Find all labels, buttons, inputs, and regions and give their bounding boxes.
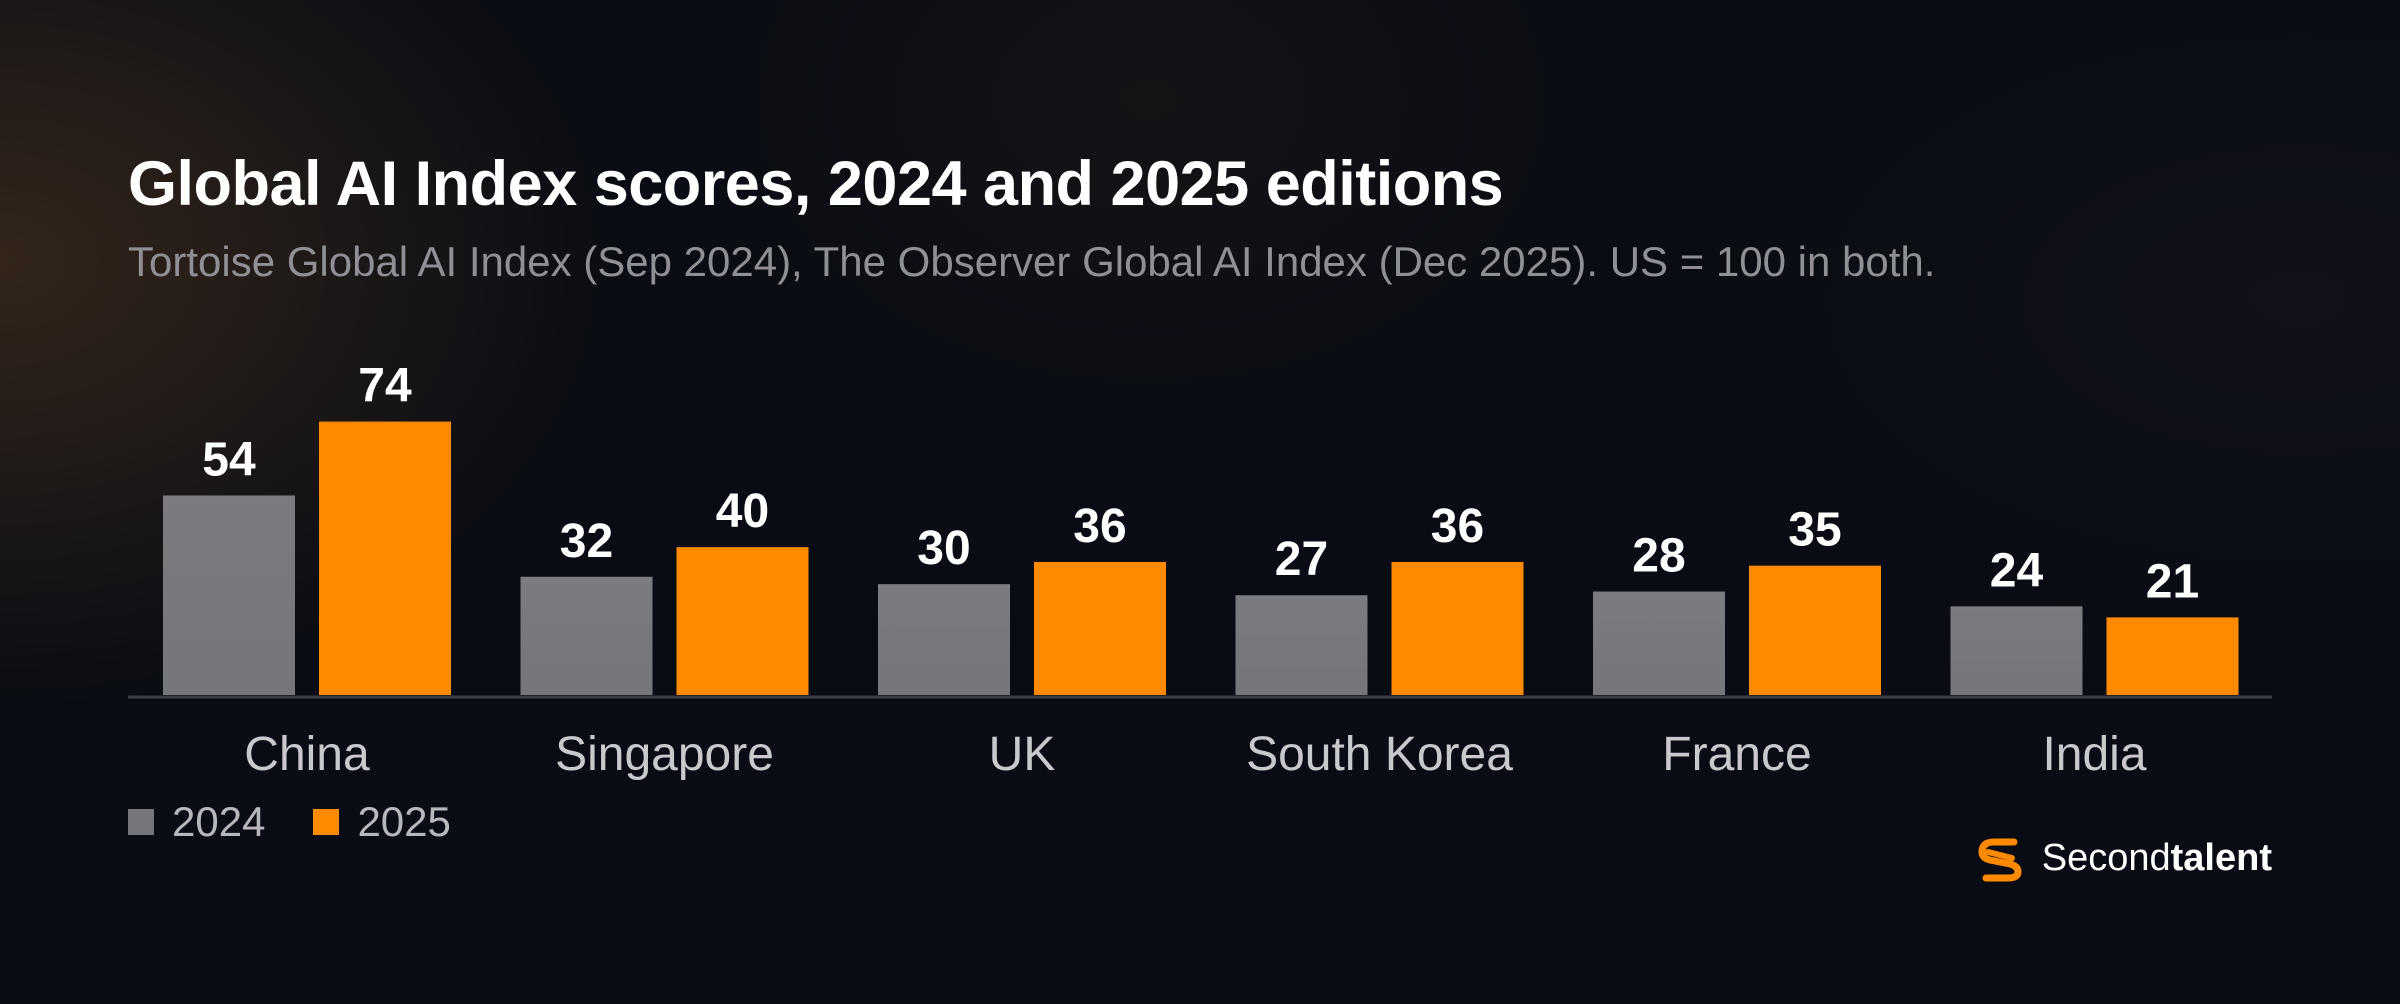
data-label-india-2025: 21 bbox=[2146, 555, 2199, 608]
brand-logo: Secondtalent bbox=[1974, 832, 2272, 884]
bar-south-korea-2024 bbox=[1235, 595, 1368, 695]
legend-item-2025: 2025 bbox=[313, 798, 451, 846]
bar-france-2024 bbox=[1593, 591, 1725, 695]
data-label-china-2025: 74 bbox=[358, 360, 412, 413]
brand-name-light: Second bbox=[2041, 836, 2171, 879]
legend: 2024 2025 bbox=[128, 798, 451, 846]
bar-south-korea-2025 bbox=[1391, 561, 1524, 695]
chart-subtitle: Tortoise Global AI Index (Sep 2024), The… bbox=[128, 238, 1936, 285]
data-label-france-2025: 35 bbox=[1788, 504, 1841, 557]
category-label-singapore: Singapore bbox=[555, 728, 774, 781]
secondtalent-logo-icon bbox=[1978, 838, 2022, 882]
data-label-uk-2025: 36 bbox=[1073, 500, 1126, 553]
bar-uk-2024 bbox=[878, 584, 1010, 695]
category-label-china: China bbox=[244, 728, 370, 781]
category-label-uk: UK bbox=[989, 728, 1056, 781]
brand-name-bold: talent bbox=[2170, 836, 2272, 879]
category-label-south-korea: South Korea bbox=[1246, 728, 1513, 781]
data-label-south-korea-2025: 36 bbox=[1431, 500, 1484, 553]
bar-singapore-2025 bbox=[676, 547, 809, 695]
data-label-china-2024: 54 bbox=[202, 433, 256, 486]
legend-swatch-2024 bbox=[128, 809, 154, 835]
bar-singapore-2024 bbox=[520, 576, 653, 695]
labels-group: 54 74 China 32 40 Singapore 30 36 UK 27 36 South Ko… bbox=[202, 360, 2199, 781]
bars-group bbox=[163, 421, 2239, 695]
legend-item-2024: 2024 bbox=[128, 798, 265, 846]
bar-uk-2025 bbox=[1034, 561, 1166, 695]
category-label-france: France bbox=[1662, 728, 1811, 781]
bar-china-2025 bbox=[319, 421, 451, 695]
data-label-singapore-2025: 40 bbox=[716, 485, 769, 538]
legend-label-2025: 2025 bbox=[357, 798, 451, 845]
data-label-uk-2024: 30 bbox=[917, 522, 970, 575]
data-label-singapore-2024: 32 bbox=[560, 515, 613, 568]
bar-france-2025 bbox=[1749, 565, 1881, 695]
legend-swatch-2025 bbox=[313, 809, 340, 835]
data-label-france-2024: 28 bbox=[1632, 530, 1685, 583]
bar-china-2024 bbox=[163, 495, 295, 695]
chart-title: Global AI Index scores, 2024 and 2025 ed… bbox=[128, 149, 1504, 219]
legend-label-2024: 2024 bbox=[172, 798, 266, 845]
bar-india-2025 bbox=[2106, 617, 2239, 695]
category-label-india: India bbox=[2042, 728, 2146, 781]
data-label-india-2024: 24 bbox=[1990, 544, 2044, 597]
bar-india-2024 bbox=[1950, 606, 2083, 695]
data-label-south-korea-2024: 27 bbox=[1275, 533, 1328, 586]
